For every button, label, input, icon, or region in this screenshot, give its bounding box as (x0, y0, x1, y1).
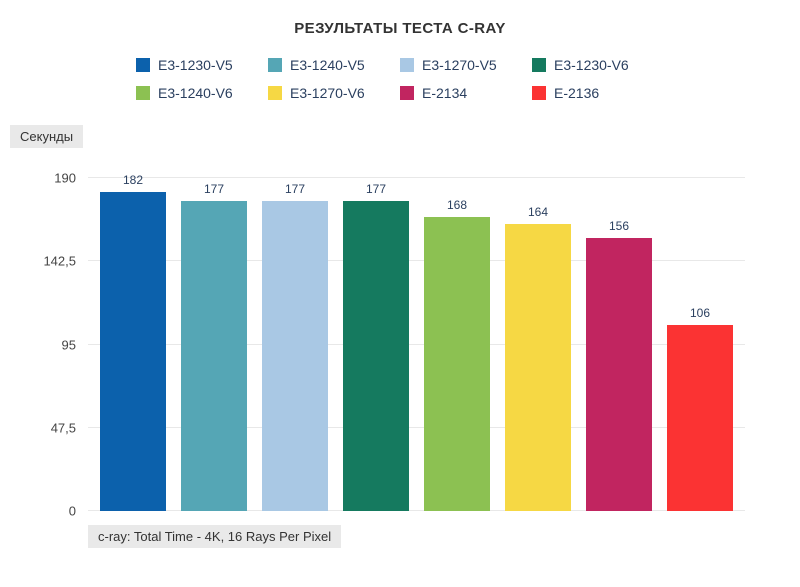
chart-caption: c-ray: Total Time - 4K, 16 Rays Per Pixe… (88, 525, 342, 548)
gridline (88, 343, 745, 345)
legend-label: E3-1240-V6 (158, 85, 233, 101)
legend-color-swatch (400, 58, 414, 72)
legend-item-e3-1240-v6[interactable]: E3-1240-V6 (136, 85, 268, 101)
legend-item-e3-1240-v5[interactable]: E3-1240-V5 (268, 57, 400, 73)
legend-item-e-2136[interactable]: E-2136 (532, 85, 664, 101)
bars: 182 177 177 177 168 164 156 106 (88, 173, 745, 511)
bar-value-label: 177 (365, 181, 387, 196)
legend-label: E3-1270-V6 (290, 85, 365, 101)
legend-color-swatch (532, 58, 546, 72)
bar-e3-1240-v5: 177 (181, 178, 247, 511)
legend-label: E3-1230-V5 (158, 57, 233, 73)
caption-row: c-ray: Total Time - 4K, 16 Rays Per Pixe… (88, 525, 800, 548)
bar-rect (262, 200, 328, 511)
y-tick-label: 95 (61, 337, 76, 352)
bar-e-2134: 156 (586, 178, 652, 511)
legend-label: E-2134 (422, 85, 468, 101)
bar-rect (100, 192, 166, 511)
legend-color-swatch (532, 86, 546, 100)
y-tick-label: 0 (68, 503, 76, 519)
legend-color-swatch (136, 86, 150, 100)
y-tick-label: 190 (54, 170, 76, 186)
legend-label: E3-1240-V5 (290, 57, 365, 73)
bar-rect (505, 223, 571, 511)
legend: E3-1230-V5 E3-1240-V5 E3-1270-V5 E3-1230-V6… (136, 57, 664, 101)
legend-color-swatch (268, 58, 282, 72)
gridline (88, 426, 745, 428)
chart-title: РЕЗУЛЬТАТЫ ТЕСТА C-RAY (294, 20, 506, 37)
gridline (88, 260, 745, 262)
bar-rect (424, 216, 490, 511)
legend-color-swatch (136, 58, 150, 72)
legend-item-e3-1230-v6[interactable]: E3-1230-V6 (532, 57, 664, 73)
y-axis-title-row: Секунды (10, 125, 800, 148)
legend-label: E3-1230-V6 (554, 57, 629, 73)
legend-label: E3-1270-V5 (422, 57, 497, 73)
y-axis-title: Секунды (10, 125, 84, 148)
legend-label: E-2136 (554, 85, 600, 101)
bar-e3-1270-v6: 164 (505, 178, 571, 511)
legend-item-e3-1230-v5[interactable]: E3-1230-V5 (136, 57, 268, 73)
legend-color-swatch (400, 86, 414, 100)
bar-value-label: 168 (446, 197, 468, 212)
legend-item-e3-1270-v6[interactable]: E3-1270-V6 (268, 85, 400, 101)
bar-value-label: 182 (122, 173, 144, 188)
legend-item-e3-1270-v5[interactable]: E3-1270-V5 (400, 57, 532, 73)
bar-e3-1240-v6: 168 (424, 178, 490, 511)
legend-item-e-2134[interactable]: E-2134 (400, 85, 532, 101)
plot-area: 182 177 177 177 168 164 156 106 190 142,5 95 47,5 0 (43, 171, 745, 519)
bar-e3-1230-v6: 177 (343, 178, 409, 511)
gridline (88, 510, 745, 511)
bar-e3-1270-v5: 177 (262, 178, 328, 511)
bar-rect (667, 325, 733, 511)
legend-color-swatch (268, 86, 282, 100)
bar-e-2136: 106 (667, 178, 733, 511)
bar-e3-1230-v5: 182 (100, 173, 166, 511)
bar-value-label: 177 (284, 181, 306, 196)
y-tick-label: 142,5 (43, 253, 76, 269)
bar-value-label: 164 (527, 204, 549, 219)
bar-rect (343, 200, 409, 511)
bar-rect (181, 200, 247, 511)
bar-value-label: 156 (608, 218, 630, 233)
bar-value-label: 106 (689, 306, 711, 321)
bar-value-label: 177 (203, 181, 225, 196)
bar-rect (586, 237, 652, 511)
gridline (88, 177, 745, 178)
y-tick-label: 47,5 (50, 420, 76, 436)
